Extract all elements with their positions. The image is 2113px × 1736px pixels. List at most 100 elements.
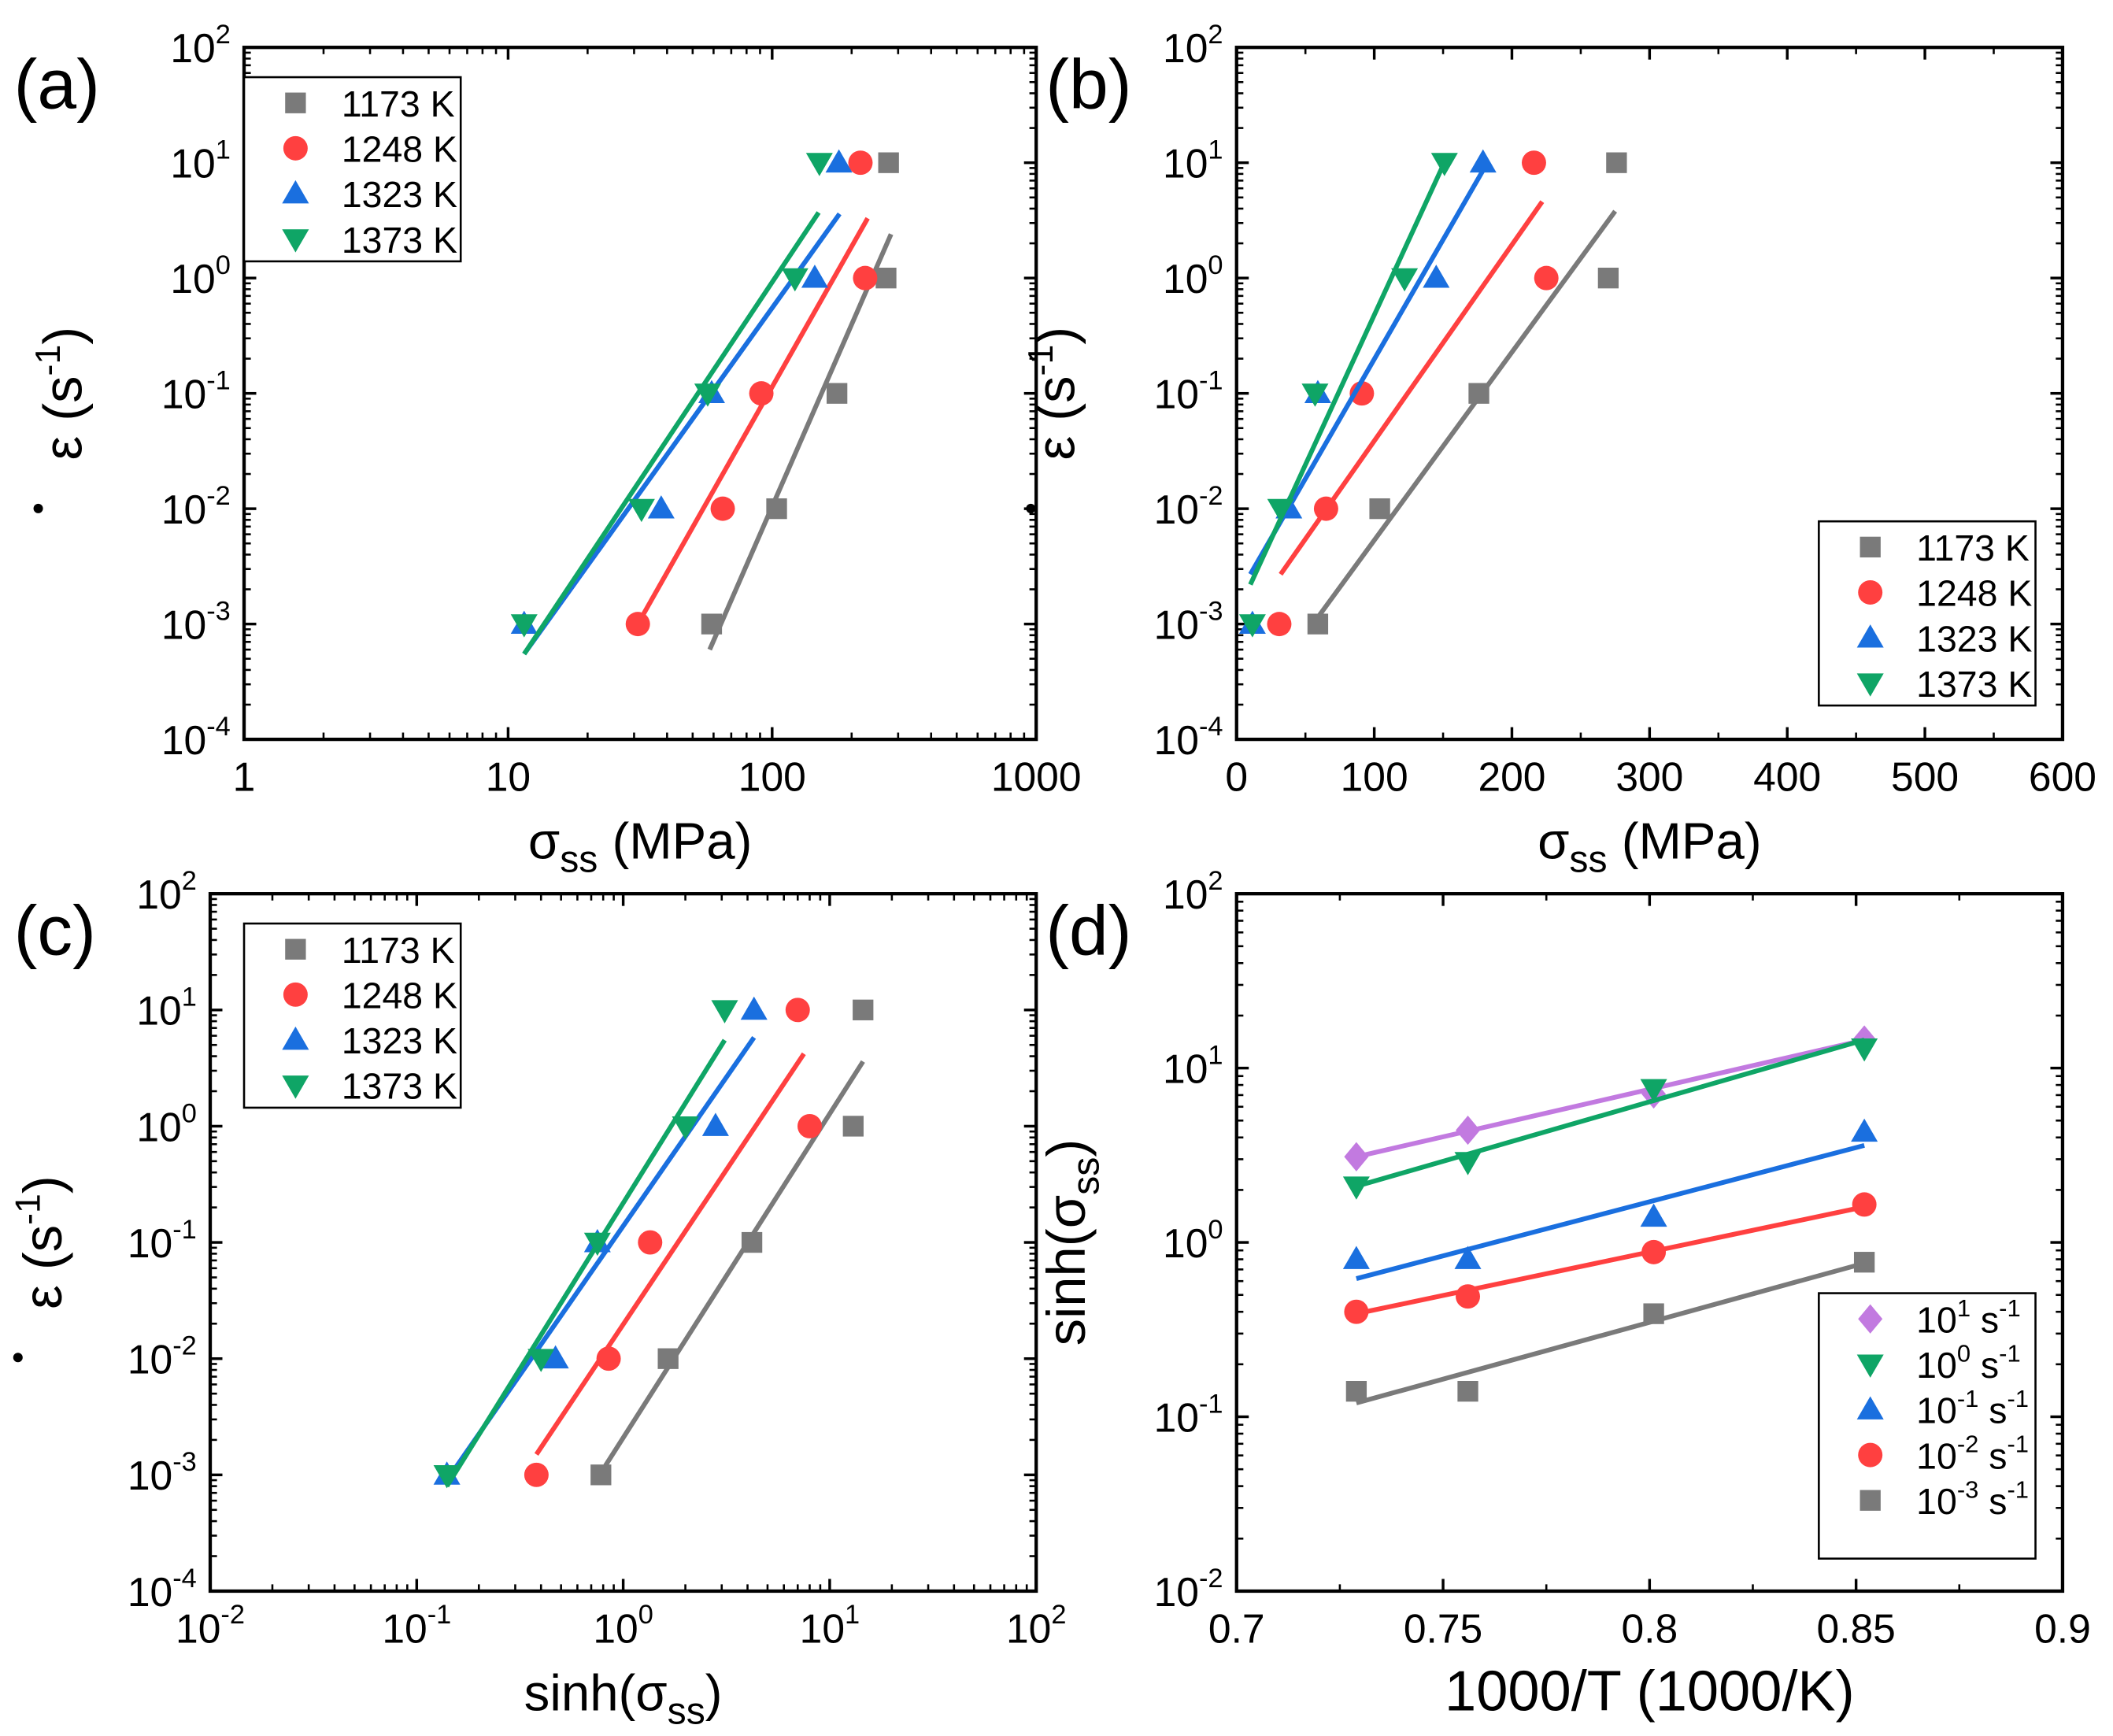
series-1173-K (1307, 152, 1627, 635)
y-tick-label: 10-4 (128, 1564, 197, 1615)
x-tick-label: 400 (1753, 753, 1821, 799)
label-close: ) (1025, 327, 1086, 345)
legend-text: 10 (1916, 1390, 1957, 1431)
label-subscript: ss (668, 1690, 705, 1733)
square-marker (875, 268, 897, 289)
tick-exponent: 1 (182, 983, 197, 1012)
label-rest: (MPa) (598, 812, 752, 869)
tick-exponent: -1 (172, 1215, 197, 1245)
legend-label: 1173 K (342, 83, 455, 124)
legend-unit: s (1978, 1481, 2007, 1522)
tick-base: 10 (1154, 717, 1199, 763)
tick-base: 10 (128, 1569, 172, 1615)
diamond-marker (1858, 1304, 1883, 1334)
tick-base: 10 (136, 872, 181, 917)
tick-exponent: -1 (427, 1600, 452, 1630)
square-marker (766, 498, 787, 520)
series-1248-K (524, 998, 822, 1487)
triangle-down-marker (583, 1232, 611, 1257)
circle-marker (1313, 496, 1338, 521)
fit-line (522, 211, 821, 656)
tick-exponent: 1 (216, 135, 231, 165)
label-main: sinh(σ (524, 1664, 668, 1721)
tick-base: 10 (1163, 141, 1208, 187)
x-tick-label: 100 (738, 753, 806, 799)
legend-text: 1373 K (342, 1066, 457, 1107)
square-marker (1606, 152, 1627, 173)
tick-exponent: -2 (1199, 481, 1223, 511)
y-tick-label: 10-1 (128, 1215, 197, 1266)
triangle-down-marker (1301, 383, 1329, 407)
legend-label: 1373 K (1916, 664, 2032, 705)
tick-exponent: -2 (172, 1331, 197, 1361)
legend-label: 10-3 s-1 (1916, 1475, 2029, 1522)
legend-label: 1173 K (342, 930, 455, 971)
label-main: sinh(σ (1036, 1195, 1097, 1346)
legend-unit-exponent: -1 (1999, 1339, 2021, 1367)
label-main: ε (13, 1285, 73, 1309)
triangle-up-marker (1851, 1118, 1878, 1142)
legend-text: 1173 K (342, 930, 455, 971)
panel-label: (d) (1045, 891, 1131, 970)
panel-label: (c) (14, 891, 96, 970)
fit-line (522, 212, 842, 656)
triangle-down-marker (694, 383, 721, 407)
x-tick-label: 1000 (991, 753, 1082, 799)
fit-line (1356, 1037, 1865, 1160)
fit-line (1356, 1204, 1865, 1316)
x-axis-label: sinh(σss) (524, 1664, 723, 1732)
triangle-down-marker (1856, 1354, 1884, 1378)
x-tick-label: 500 (1891, 753, 1959, 799)
tick-base: 10 (161, 602, 206, 648)
circle-marker (524, 1462, 549, 1487)
y-tick-label: 10-3 (1154, 596, 1223, 647)
label-close: ) (13, 1175, 73, 1194)
series-1373-K (510, 153, 833, 656)
tick-exponent: -1 (206, 365, 231, 395)
tick-exponent: -2 (206, 481, 231, 511)
legend-unit: s (1978, 1435, 2007, 1476)
tick-exponent: -3 (206, 596, 231, 626)
tick-exponent: 2 (216, 20, 231, 50)
circle-marker (596, 1346, 621, 1371)
tick-exponent: 0 (1208, 250, 1223, 280)
tick-base: 10 (128, 1220, 172, 1266)
y-tick-label: 10-1 (1154, 365, 1223, 416)
square-marker (590, 1464, 612, 1486)
circle-marker (1852, 1192, 1877, 1217)
circle-marker (283, 135, 308, 161)
square-marker (1597, 268, 1619, 289)
y-axis-label: sinh(σss) (1036, 1139, 1107, 1346)
tick-base: 10 (170, 25, 215, 71)
tick-base: 10 (1006, 1605, 1051, 1651)
x-tick-label: 102 (1006, 1600, 1067, 1651)
legend-exponent: -1 (1957, 1385, 1979, 1412)
tick-exponent: 1 (1208, 1040, 1223, 1070)
legend-box (242, 76, 462, 263)
x-tick-label: 0.85 (1816, 1605, 1895, 1651)
y-tick-label: 100 (1163, 1215, 1223, 1266)
square-marker (1369, 498, 1390, 520)
square-marker (853, 999, 874, 1020)
x-tick-label: 0.7 (1208, 1605, 1265, 1651)
fit-line (1356, 1260, 1865, 1405)
circle-marker (848, 150, 873, 176)
tick-base: 10 (800, 1605, 845, 1651)
legend-text: 1248 K (1916, 573, 2032, 614)
triangle-up-marker (1342, 1246, 1370, 1269)
y-tick-label: 10-3 (128, 1447, 197, 1498)
legend-text: 1373 K (1916, 664, 2032, 705)
panel-label: (a) (14, 45, 100, 124)
tick-exponent: 0 (182, 1098, 197, 1128)
y-tick-label: 10-2 (1154, 481, 1223, 532)
y-tick-label: 10-1 (1154, 1389, 1223, 1440)
circle-marker (797, 1113, 822, 1138)
fit-line (707, 233, 894, 651)
legend-box (1818, 1292, 2037, 1560)
legend-label: 1248 K (342, 129, 457, 170)
x-tick-label: 200 (1478, 753, 1545, 799)
label-main: σ (528, 812, 560, 869)
